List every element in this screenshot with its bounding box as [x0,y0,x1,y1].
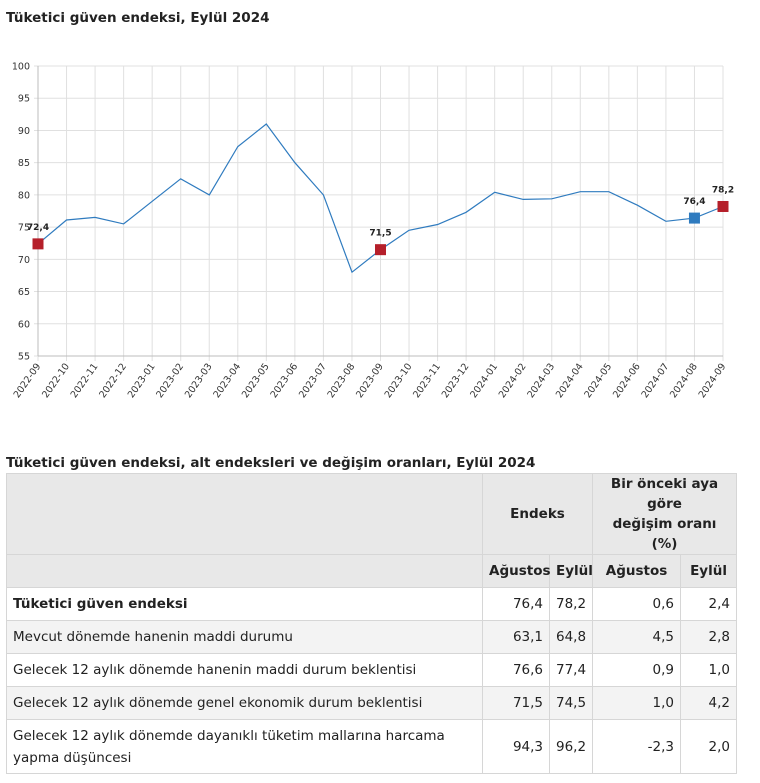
data-point-marker [688,212,700,224]
x-tick-label: 2022-10 [40,361,72,400]
x-tick-label: 2023-05 [240,361,272,400]
cell-change-august: 0,6 [592,587,682,621]
x-tick-label: 2022-11 [69,361,101,400]
cell-endeks-september: 77,4 [549,653,594,687]
cell-change-september: 2,0 [680,719,738,774]
cell-change-september: 1,0 [680,653,738,687]
x-tick-label: 2024-08 [668,361,700,400]
cell-endeks-september: 78,2 [549,587,594,621]
data-table: Endeks Bir önceki aya göre değişim oranı… [6,473,738,774]
data-label: 71,5 [369,229,391,239]
header-change-line3: değişim oranı (%) [612,516,717,552]
cell-endeks-august: 63,1 [482,620,550,654]
data-label: 78,2 [712,185,734,195]
row-label: Gelecek 12 aylık dönemde hanenin maddi d… [6,653,483,687]
y-tick-label: 55 [18,352,30,363]
row-label: Mevcut dönemde hanenin maddi durumu [6,620,483,654]
data-label: 72,4 [27,223,49,233]
x-tick-label: 2023-10 [383,361,415,400]
cell-change-september: 4,2 [680,686,738,720]
header-change-line1: Bir önceki aya [610,476,719,492]
y-tick-label: 90 [18,126,30,137]
header-change-rate: Bir önceki aya göre değişim oranı (%) [592,473,738,555]
cell-endeks-september: 96,2 [549,719,594,774]
subheader-empty [6,554,483,588]
x-tick-label: 2023-07 [297,361,329,400]
y-tick-label: 85 [18,158,30,169]
subheader-endeks-august: Ağustos [482,554,551,588]
data-point-marker [32,238,44,250]
cell-change-september: 2,4 [680,587,738,621]
x-tick-label: 2024-02 [497,361,529,400]
table-row: Gelecek 12 aylık dönemde hanenin maddi d… [6,653,738,687]
row-label: Gelecek 12 aylık dönemde dayanıklı tüket… [6,719,483,774]
x-tick-label: 2023-12 [440,361,472,400]
x-tick-label: 2023-06 [269,361,301,400]
x-tick-label: 2024-06 [611,361,643,400]
y-tick-label: 60 [18,319,30,330]
cell-endeks-august: 76,4 [482,587,550,621]
x-tick-label: 2024-09 [697,361,729,400]
data-point-marker [375,244,386,256]
x-tick-label: 2023-03 [183,361,215,400]
cell-endeks-september: 74,5 [549,686,594,720]
table-row: Mevcut dönemde hanenin maddi durumu 63,1… [6,620,738,654]
y-tick-label: 100 [12,62,30,73]
cell-change-september: 2,8 [680,620,738,654]
x-tick-label: 2024-04 [554,361,586,400]
x-tick-label: 2023-04 [211,361,243,400]
cell-endeks-august: 76,6 [482,653,550,687]
y-tick-label: 75 [18,223,30,234]
subheader-change-september: Eylül [680,554,738,588]
cell-change-august: 0,9 [592,653,682,687]
x-tick-label: 2023-11 [411,361,443,400]
x-tick-label: 2023-02 [154,361,186,400]
x-tick-label: 2024-07 [640,361,672,400]
x-tick-label: 2024-03 [525,361,557,400]
cell-endeks-september: 64,8 [549,620,594,654]
chart-markers: 72,4 71,5 76,4 78,2 [27,185,734,256]
chart-title: Tüketici güven endeksi, Eylül 2024 [6,10,270,26]
y-tick-label: 95 [18,94,30,105]
table-row: Tüketici güven endeksi 76,4 78,2 0,6 2,4 [6,587,738,621]
table-row: Gelecek 12 aylık dönemde genel ekonomik … [6,686,738,720]
y-axis: 55 60 65 70 75 80 85 90 95 100 [12,62,39,363]
x-tick-label: 2024-01 [468,361,500,400]
chart-grid [34,65,724,361]
y-tick-label: 80 [18,190,30,201]
x-tick-label: 2023-08 [326,361,358,400]
data-point-marker [717,200,729,212]
cell-change-august: 4,5 [592,620,682,654]
cell-change-august: 1,0 [592,686,682,720]
subheader-endeks-september: Eylül [549,554,594,588]
table-row: Gelecek 12 aylık dönemde dayanıklı tüket… [6,719,738,774]
x-tick-label: 2022-09 [12,361,44,400]
data-label: 76,4 [683,197,705,207]
header-empty [6,473,483,555]
x-tick-label: 2022-12 [97,361,129,400]
data-table-container: Endeks Bir önceki aya göre değişim oranı… [6,473,738,774]
header-change-line2: göre [647,496,682,512]
x-tick-label: 2024-05 [583,361,615,400]
row-label: Tüketici güven endeksi [6,587,483,621]
cell-endeks-august: 71,5 [482,686,550,720]
x-axis: 2022-092022-102022-112022-122023-012023-… [12,355,729,400]
row-label: Gelecek 12 aylık dönemde genel ekonomik … [6,686,483,720]
x-tick-label: 2023-09 [354,361,386,400]
table-title: Tüketici güven endeksi, alt endeksleri v… [6,455,536,471]
cell-change-august: -2,3 [592,719,682,774]
x-tick-label: 2023-01 [126,361,158,400]
subheader-change-august: Ağustos [592,554,682,588]
y-tick-label: 65 [18,287,30,298]
y-tick-label: 70 [18,255,30,266]
header-endeks: Endeks [482,473,594,555]
cell-endeks-august: 94,3 [482,719,550,774]
